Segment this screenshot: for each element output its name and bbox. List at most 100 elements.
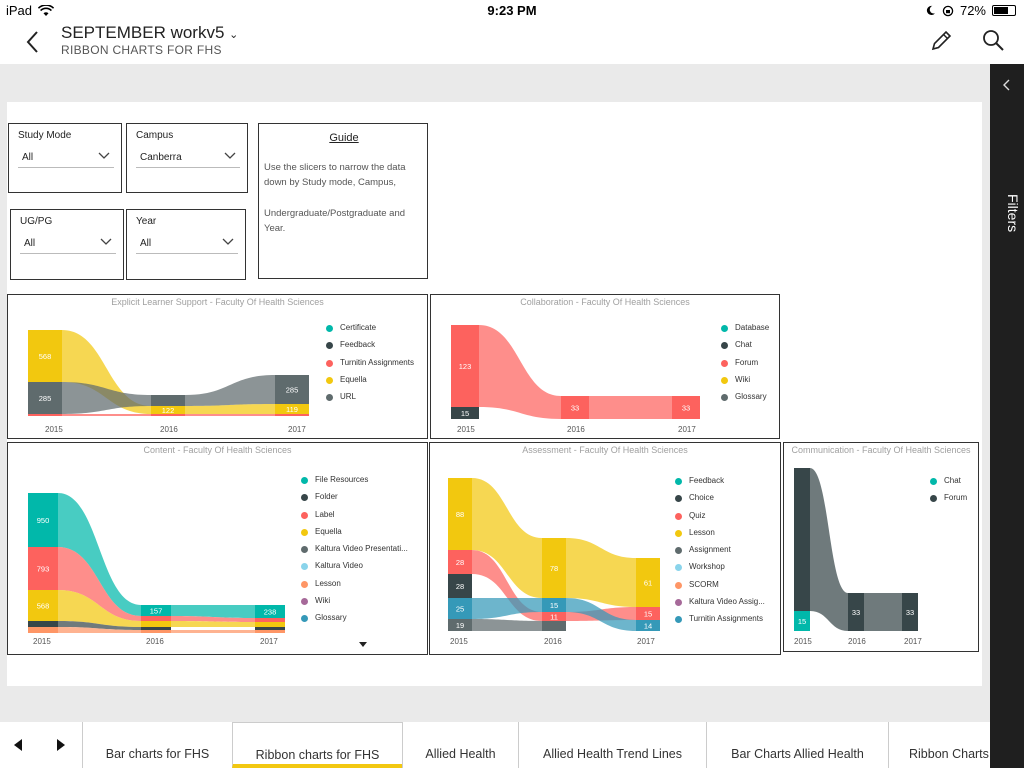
- ribbon-segment[interactable]: [141, 630, 171, 633]
- ribbon-segment[interactable]: [28, 621, 58, 627]
- ribbon-band[interactable]: [479, 325, 561, 419]
- legend-item[interactable]: Chat: [930, 476, 967, 493]
- ribbon-segment[interactable]: [794, 468, 810, 611]
- ribbon-segment[interactable]: [672, 396, 700, 419]
- ribbon-band[interactable]: [171, 621, 255, 627]
- legend-item[interactable]: Chat: [721, 340, 769, 357]
- legend-item[interactable]: Label: [301, 510, 408, 527]
- legend-item[interactable]: Feedback: [326, 340, 414, 357]
- chart-collaboration[interactable]: Collaboration - Faculty Of Health Scienc…: [430, 294, 780, 439]
- legend-item[interactable]: Turnitin Assignments: [326, 358, 414, 375]
- ribbon-band[interactable]: [62, 382, 151, 414]
- legend-item[interactable]: Kaltura Video Presentati...: [301, 544, 408, 561]
- ug-pg-dropdown[interactable]: All: [20, 233, 116, 254]
- ribbon-segment[interactable]: [542, 612, 566, 621]
- legend-item[interactable]: Workshop: [675, 562, 765, 579]
- ribbon-band[interactable]: [171, 605, 255, 618]
- ribbon-segment[interactable]: [28, 382, 62, 414]
- legend-item[interactable]: Certificate: [326, 323, 414, 340]
- legend-item[interactable]: Forum: [930, 493, 967, 510]
- ribbon-segment[interactable]: [141, 627, 171, 630]
- ribbon-band[interactable]: [810, 468, 848, 631]
- ribbon-segment[interactable]: [448, 574, 472, 598]
- ribbon-band[interactable]: [472, 598, 542, 619]
- ribbon-segment[interactable]: [151, 395, 185, 406]
- ribbon-band[interactable]: [566, 538, 636, 607]
- ribbon-band[interactable]: [185, 414, 275, 416]
- ribbon-band[interactable]: [62, 330, 151, 414]
- ribbon-band[interactable]: [472, 478, 542, 598]
- ribbon-segment[interactable]: [255, 618, 285, 622]
- legend-scroll-down-icon[interactable]: [359, 642, 367, 647]
- ribbon-segment[interactable]: [848, 593, 864, 631]
- ribbon-segment[interactable]: [28, 590, 58, 621]
- ribbon-segment[interactable]: [542, 598, 566, 612]
- ribbon-segment[interactable]: [255, 605, 285, 618]
- legend-item[interactable]: Kaltura Video Assig...: [675, 597, 765, 614]
- legend-item[interactable]: Glossary: [301, 613, 408, 630]
- back-icon[interactable]: [20, 28, 46, 56]
- ribbon-band[interactable]: [58, 621, 141, 630]
- filters-pane[interactable]: Filters: [990, 64, 1024, 768]
- ribbon-band[interactable]: [566, 598, 636, 631]
- tab-ribbon-charts[interactable]: Ribbon Charts: [888, 722, 990, 768]
- ribbon-segment[interactable]: [255, 627, 285, 630]
- ribbon-band[interactable]: [171, 630, 255, 633]
- ribbon-segment[interactable]: [275, 404, 309, 414]
- campus-dropdown[interactable]: Canberra: [136, 147, 240, 168]
- chart-assessment[interactable]: Assessment - Faculty Of Health Sciences 8…: [429, 442, 781, 655]
- legend-item[interactable]: Lesson: [301, 579, 408, 596]
- ribbon-segment[interactable]: [141, 616, 171, 621]
- ribbon-segment[interactable]: [794, 611, 810, 631]
- legend-item[interactable]: Feedback: [675, 476, 765, 493]
- ribbon-segment[interactable]: [275, 414, 309, 416]
- ribbon-segment[interactable]: [542, 538, 566, 598]
- report-title[interactable]: SEPTEMBER workv5 ⌄: [61, 23, 238, 43]
- ribbon-segment[interactable]: [151, 414, 185, 416]
- ribbon-segment[interactable]: [636, 620, 660, 631]
- legend-item[interactable]: Choice: [675, 493, 765, 510]
- ribbon-segment[interactable]: [448, 619, 472, 631]
- search-icon[interactable]: [980, 28, 1006, 54]
- ribbon-segment[interactable]: [448, 550, 472, 574]
- ribbon-segment[interactable]: [28, 414, 62, 416]
- chevron-left-icon[interactable]: [1000, 78, 1014, 92]
- ribbon-band[interactable]: [58, 493, 141, 616]
- ribbon-segment[interactable]: [28, 547, 58, 590]
- pen-icon[interactable]: [928, 28, 954, 54]
- legend-item[interactable]: Lesson: [675, 528, 765, 545]
- legend-item[interactable]: Forum: [721, 358, 769, 375]
- legend-item[interactable]: Wiki: [301, 596, 408, 613]
- tab-bar-charts-allied-health[interactable]: Bar Charts Allied Health: [706, 722, 888, 768]
- ribbon-segment[interactable]: [636, 558, 660, 607]
- tab-previous-icon[interactable]: [12, 738, 24, 752]
- legend-item[interactable]: Database: [721, 323, 769, 340]
- tab-bar-charts-fhs[interactable]: Bar charts for FHS: [82, 722, 232, 768]
- study-mode-dropdown[interactable]: All: [18, 147, 114, 168]
- ribbon-segment[interactable]: [255, 622, 285, 627]
- legend-item[interactable]: Equella: [326, 375, 414, 392]
- ribbon-segment[interactable]: [28, 493, 58, 547]
- chart-explicit-learner-support[interactable]: Explicit Learner Support - Faculty Of He…: [7, 294, 428, 439]
- ribbon-segment[interactable]: [255, 630, 285, 633]
- legend-item[interactable]: Equella: [301, 527, 408, 544]
- ribbon-band[interactable]: [185, 375, 275, 406]
- legend-item[interactable]: File Resources: [301, 475, 408, 492]
- tab-next-icon[interactable]: [55, 738, 67, 752]
- ribbon-band[interactable]: [58, 590, 141, 627]
- chart-content[interactable]: Content - Faculty Of Health Sciences 950 7…: [7, 442, 428, 655]
- ribbon-band[interactable]: [185, 404, 275, 414]
- legend-item[interactable]: Turnitin Assignments: [675, 614, 765, 631]
- ribbon-band[interactable]: [58, 627, 141, 633]
- ribbon-segment[interactable]: [448, 478, 472, 550]
- ribbon-segment[interactable]: [141, 621, 171, 627]
- ribbon-segment[interactable]: [151, 406, 185, 414]
- ribbon-band[interactable]: [62, 414, 151, 416]
- ribbon-segment[interactable]: [902, 593, 918, 631]
- tab-ribbon-charts-fhs[interactable]: Ribbon charts for FHS: [232, 722, 402, 768]
- ribbon-segment[interactable]: [28, 627, 58, 633]
- legend-item[interactable]: Quiz: [675, 511, 765, 528]
- ribbon-band[interactable]: [589, 396, 672, 419]
- ribbon-band[interactable]: [171, 616, 255, 622]
- ribbon-band[interactable]: [58, 547, 141, 621]
